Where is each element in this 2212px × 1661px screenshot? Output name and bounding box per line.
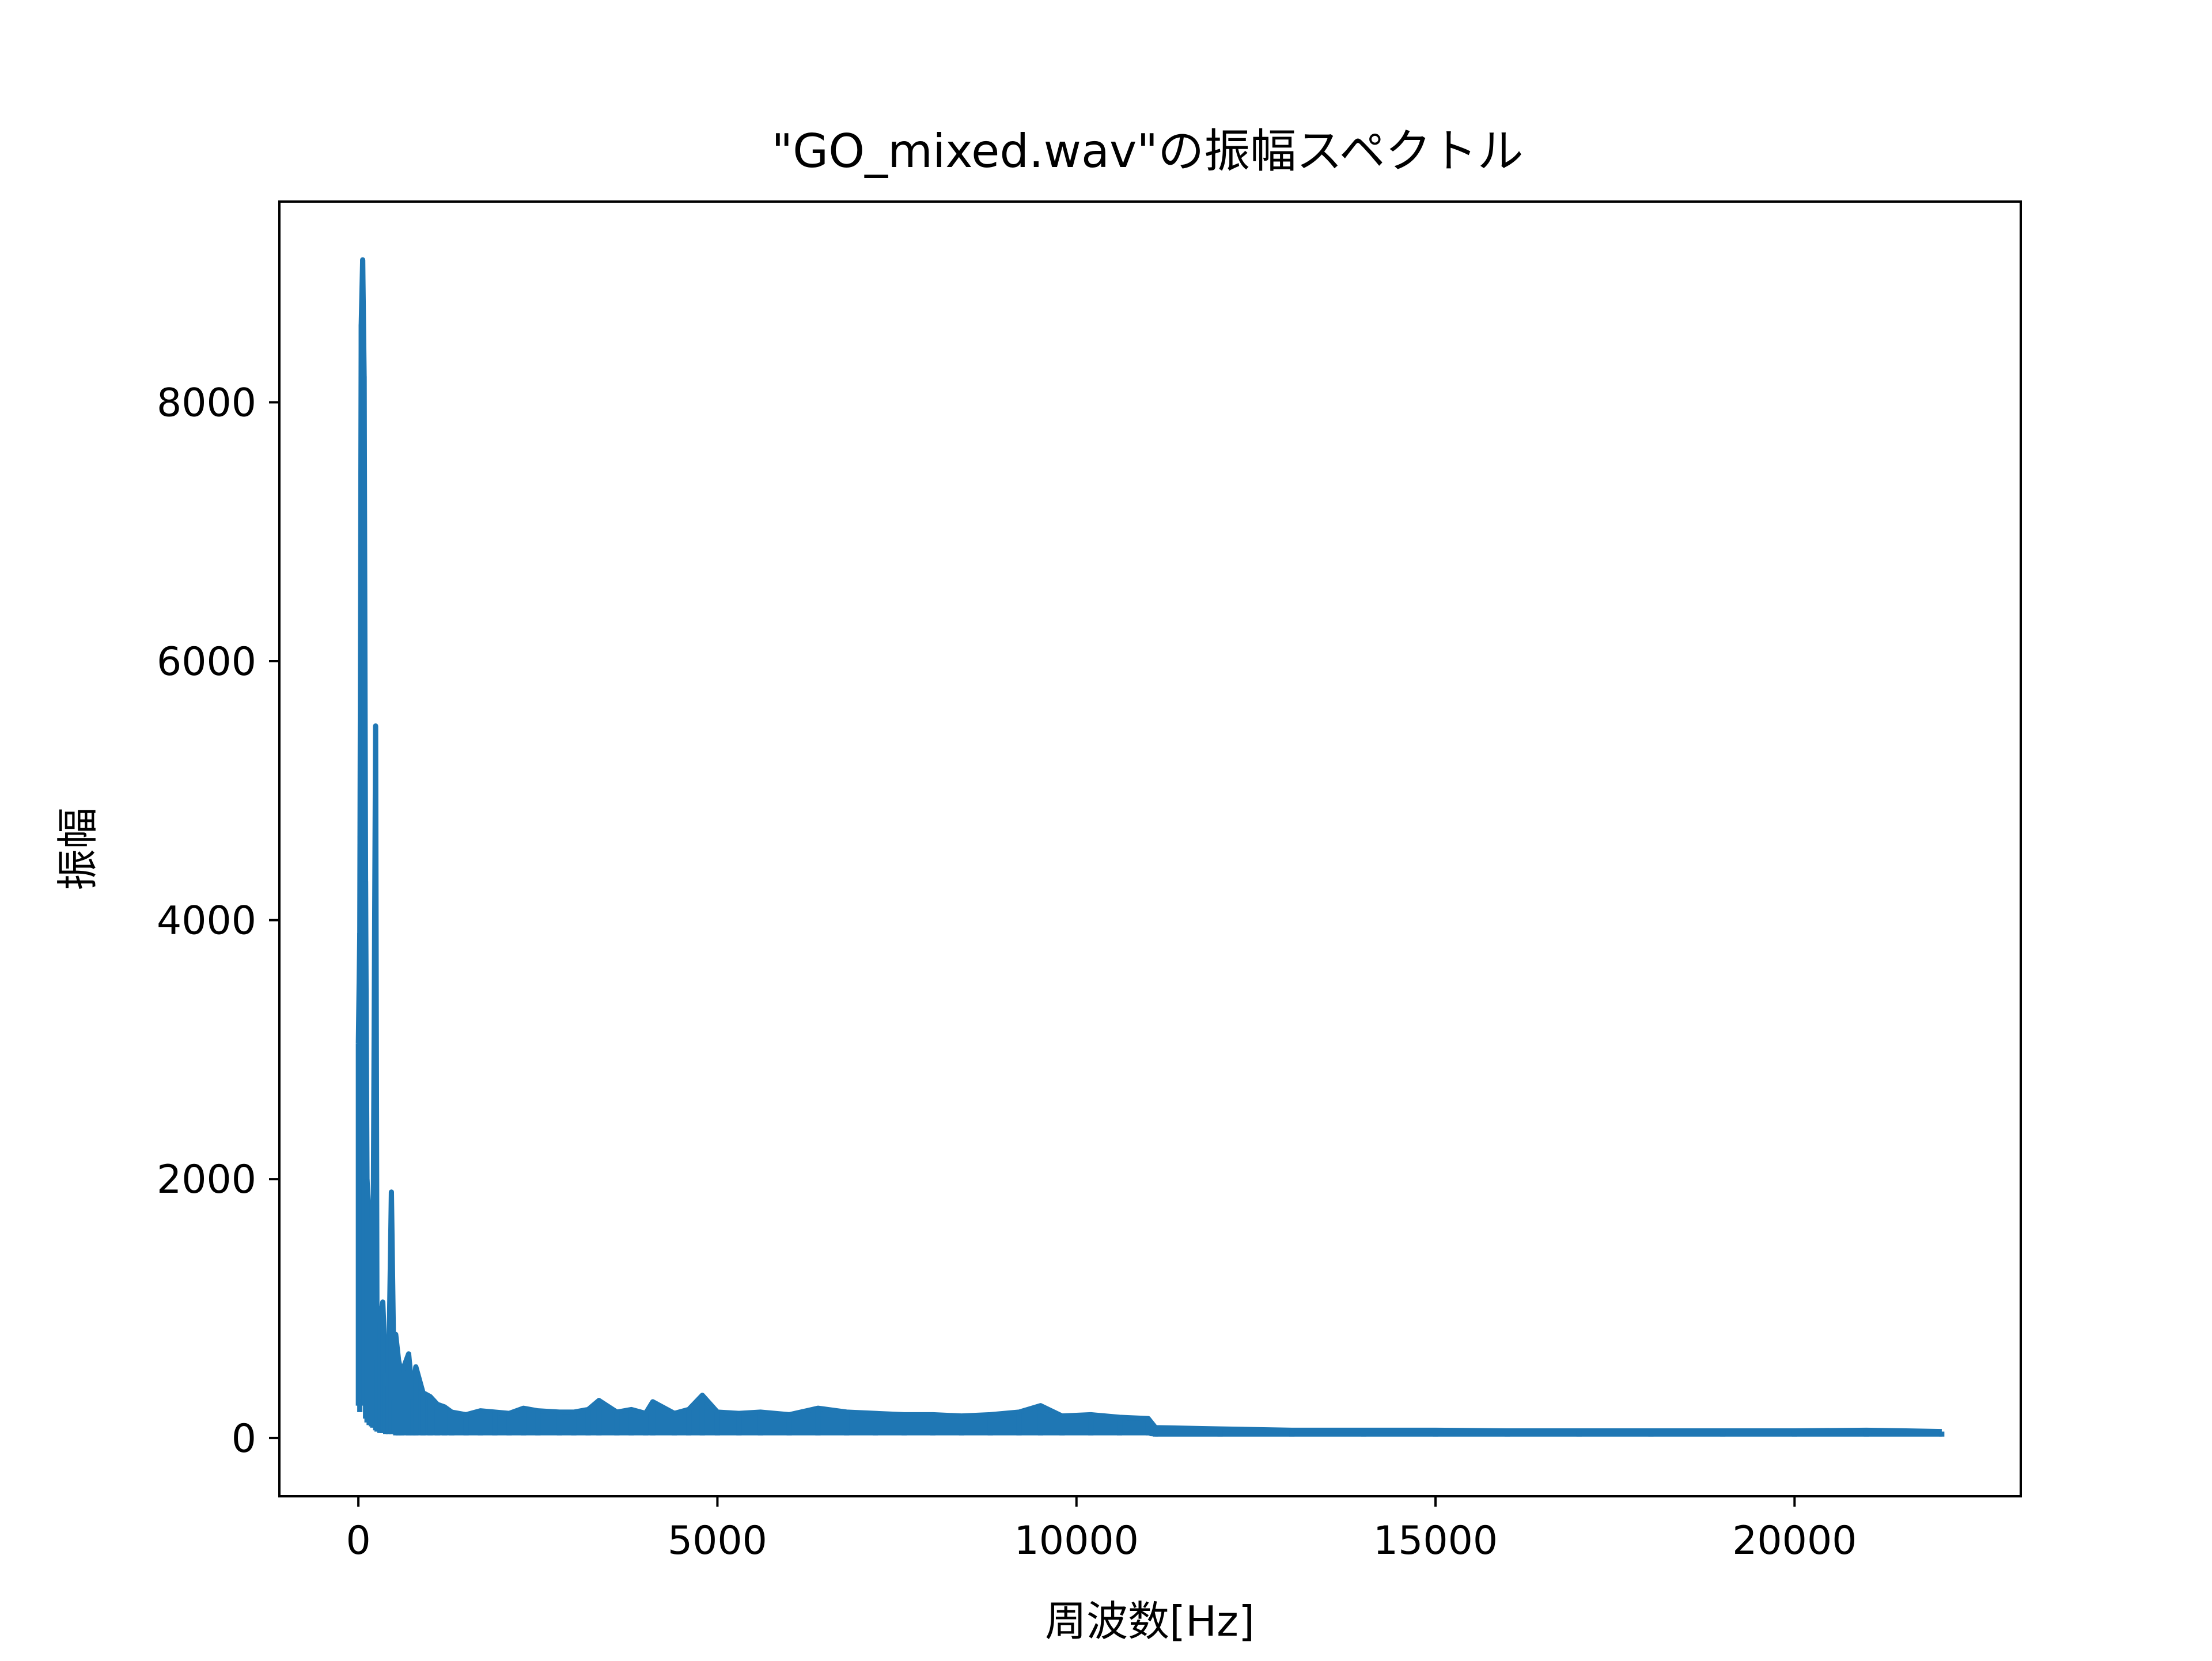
y-tick-label: 2000 (157, 1157, 256, 1203)
y-axis-label: 振幅 (54, 807, 102, 890)
x-axis-label: 周波数[Hz] (1045, 1597, 1255, 1645)
spectrum-spikes (355, 260, 1945, 1437)
chart-title: "GO_mixed.wav"の振幅スペクトル (771, 124, 1523, 178)
x-axis-ticks: 0 5000 10000 15000 20000 (346, 1496, 1857, 1564)
y-tick-label: 8000 (157, 380, 256, 426)
x-tick-label: 15000 (1373, 1518, 1498, 1564)
x-tick-label: 5000 (668, 1518, 767, 1564)
x-tick-label: 10000 (1014, 1518, 1139, 1564)
axes-frame (278, 200, 2022, 1497)
x-tick-label: 0 (346, 1518, 370, 1564)
x-tick-label: 20000 (1732, 1518, 1857, 1564)
plot-area (278, 200, 2022, 1497)
y-tick-label: 6000 (157, 639, 256, 685)
y-axis-ticks: 0 2000 4000 6000 8000 (157, 380, 279, 1462)
axes-background (279, 202, 2021, 1496)
y-tick-label: 0 (232, 1416, 256, 1462)
y-tick-label: 4000 (157, 898, 256, 944)
